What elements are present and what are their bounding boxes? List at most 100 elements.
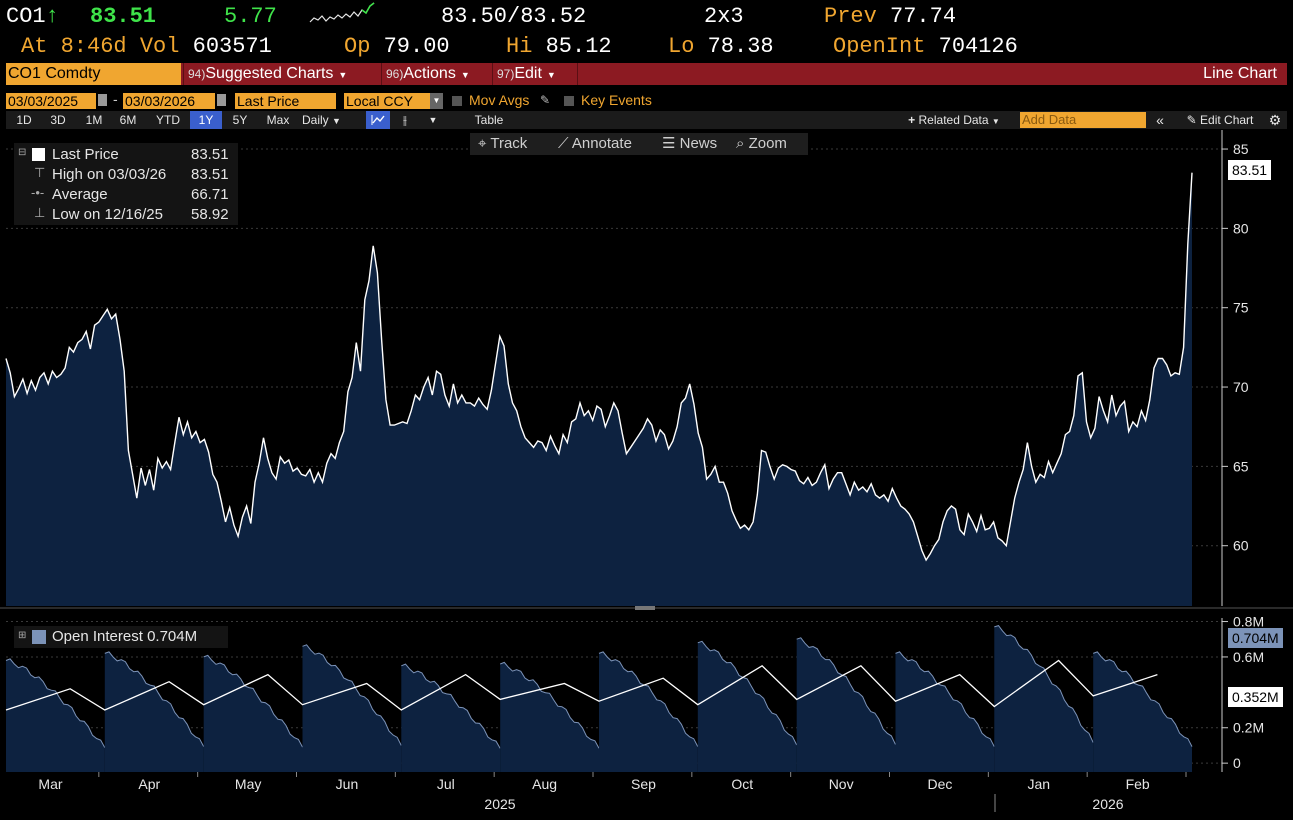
pen-icon: ⟋ [558,135,569,152]
period-max[interactable]: Max [266,113,290,127]
oi-edge-cycle [895,651,995,747]
prev-label: Prev [824,4,877,29]
edit-button[interactable]: 97)Edit ▼ [492,63,578,85]
suggested-charts-button[interactable]: 94)Suggested Charts ▼ [183,63,381,85]
oi-edge-cycle [796,637,896,745]
security-field[interactable]: CO1 Comdty [6,63,181,85]
oi-edge-cycle [500,661,600,749]
up-arrow-icon: ↑ [45,4,59,29]
period-1y[interactable]: 1Y [190,111,222,129]
net-change: 5.77 [224,4,277,29]
oi-edge-cycle [104,651,205,747]
oi-tick-label: 0.2M [1233,720,1264,736]
legend-last-price-label: Last Price [52,146,119,163]
open-interest-mid-tag: 0.352M [1228,687,1283,707]
vol-label: Vol [139,34,180,59]
price-tick-label: 85 [1233,141,1249,157]
open-interest-value: 704126 [938,34,1018,59]
related-data-dropdown[interactable]: + Related Data ▼ [908,113,1000,127]
period-1m[interactable]: 1M [85,113,103,127]
average-marker-icon: -•- [31,185,45,200]
chart-type-caret-icon[interactable]: ▼ [428,115,438,125]
bid-ask: 83.50/83.52 [441,4,587,29]
key-events-label[interactable]: Key Events [581,92,652,108]
actions-button[interactable]: 96)Actions ▼ [381,63,492,85]
period-ytd[interactable]: YTD [156,113,180,127]
hi-label: Hi [506,34,533,59]
bar-chart-icon[interactable]: ⫲ [403,113,407,127]
oi-area-cycle [500,662,599,772]
price-tick-label: 80 [1233,220,1249,236]
open-interest-legend: ⊞ Open Interest 0.704M [14,626,228,648]
oi-edge-cycle [598,651,699,747]
pencil-icon: ✎ [1186,113,1197,127]
edit-chart-button[interactable]: ✎ Edit Chart [1186,113,1254,127]
panel-resize-handle [635,606,655,610]
zoom-button[interactable]: ⌕ Zoom [736,135,787,152]
command-bar: CO1 Comdty 94)Suggested Charts ▼ 96)Actio… [6,63,1287,85]
low-marker-icon: ⊥ [34,205,46,220]
mov-avgs-checkbox[interactable] [452,96,462,106]
chart-type-label: Line Chart [1203,65,1277,82]
calendar-icon[interactable] [98,94,107,106]
month-label: Jun [336,776,359,792]
period-5y[interactable]: 5Y [232,113,248,127]
series-swatch [32,630,46,644]
month-label: Jul [437,776,455,792]
month-label: Jan [1028,776,1051,792]
oi-area-cycle [6,658,105,772]
period-1d[interactable]: 1D [16,113,32,127]
caret-down-icon: ▼ [460,70,470,80]
collapse-box-icon[interactable]: ⊟ [18,147,27,158]
mov-avgs-label[interactable]: Mov Avgs [469,92,530,108]
period-3d[interactable]: 3D [50,113,66,127]
oi-legend-value: 0.704M [147,628,198,645]
collapse-icon[interactable]: « [1156,112,1164,128]
ticker: CO1 [6,4,46,29]
add-data-input[interactable]: Add Data [1020,112,1146,128]
end-date-field[interactable]: 03/03/2026 [123,93,215,109]
settings-gear-icon[interactable]: ⚙ [1268,112,1282,128]
legend-high-label: High on 03/03/26 [52,166,167,183]
oi-edge-cycle [5,658,106,748]
table-button[interactable]: Table [474,113,504,127]
lo-value: 78.38 [707,34,774,59]
track-button[interactable]: ⌖ Track [478,135,528,152]
field-selector[interactable]: Last Price [235,93,336,109]
period-6m[interactable]: 6M [119,113,137,127]
legend-high-value: 83.51 [191,166,229,183]
oi-area-cycle [895,651,995,772]
collapse-box-icon[interactable]: ⊞ [18,630,27,641]
open-value: 79.00 [383,34,450,59]
news-button[interactable]: ☰ News [662,135,718,152]
currency-selector[interactable]: Local CCY [344,93,430,109]
month-label: Apr [138,776,160,792]
date-separator: - [113,91,118,107]
high-marker-icon: ⊤ [34,165,46,180]
prev-value: 77.74 [890,4,957,29]
oi-legend-label: Open Interest [52,628,143,645]
oi-area-cycle [599,651,698,772]
oi-area-cycle [796,637,896,772]
crosshair-icon: ⌖ [478,135,487,152]
open-interest-label: OpenInt [833,34,926,59]
oi-tick-label: 0 [1233,755,1241,771]
line-chart-icon[interactable] [366,111,390,129]
start-date-field[interactable]: 03/03/2025 [6,93,96,109]
price-tick-label: 75 [1233,300,1249,316]
key-events-checkbox[interactable] [564,96,574,106]
oi-area-cycle [994,625,1094,772]
calendar-icon[interactable] [217,94,226,106]
toolbar: 1D 3D 1M 6M YTD 1Y 5Y Max Daily ▼ ⫲ ▼ Ta… [6,111,1287,129]
pencil-icon[interactable]: ✎ [540,93,551,107]
search-icon: ⌕ [736,135,745,152]
annotate-button[interactable]: ⟋ Annotate [558,135,632,152]
frequency-dropdown[interactable]: Daily ▼ [302,113,341,127]
hi-value: 85.12 [545,34,612,59]
price-tick-label: 65 [1233,458,1249,474]
oi-edge-cycle [203,654,303,748]
dropdown-arrow-icon[interactable]: ▼ [430,93,443,109]
oi-area-cycle [104,651,204,772]
oi-edge-cycle [302,644,402,746]
